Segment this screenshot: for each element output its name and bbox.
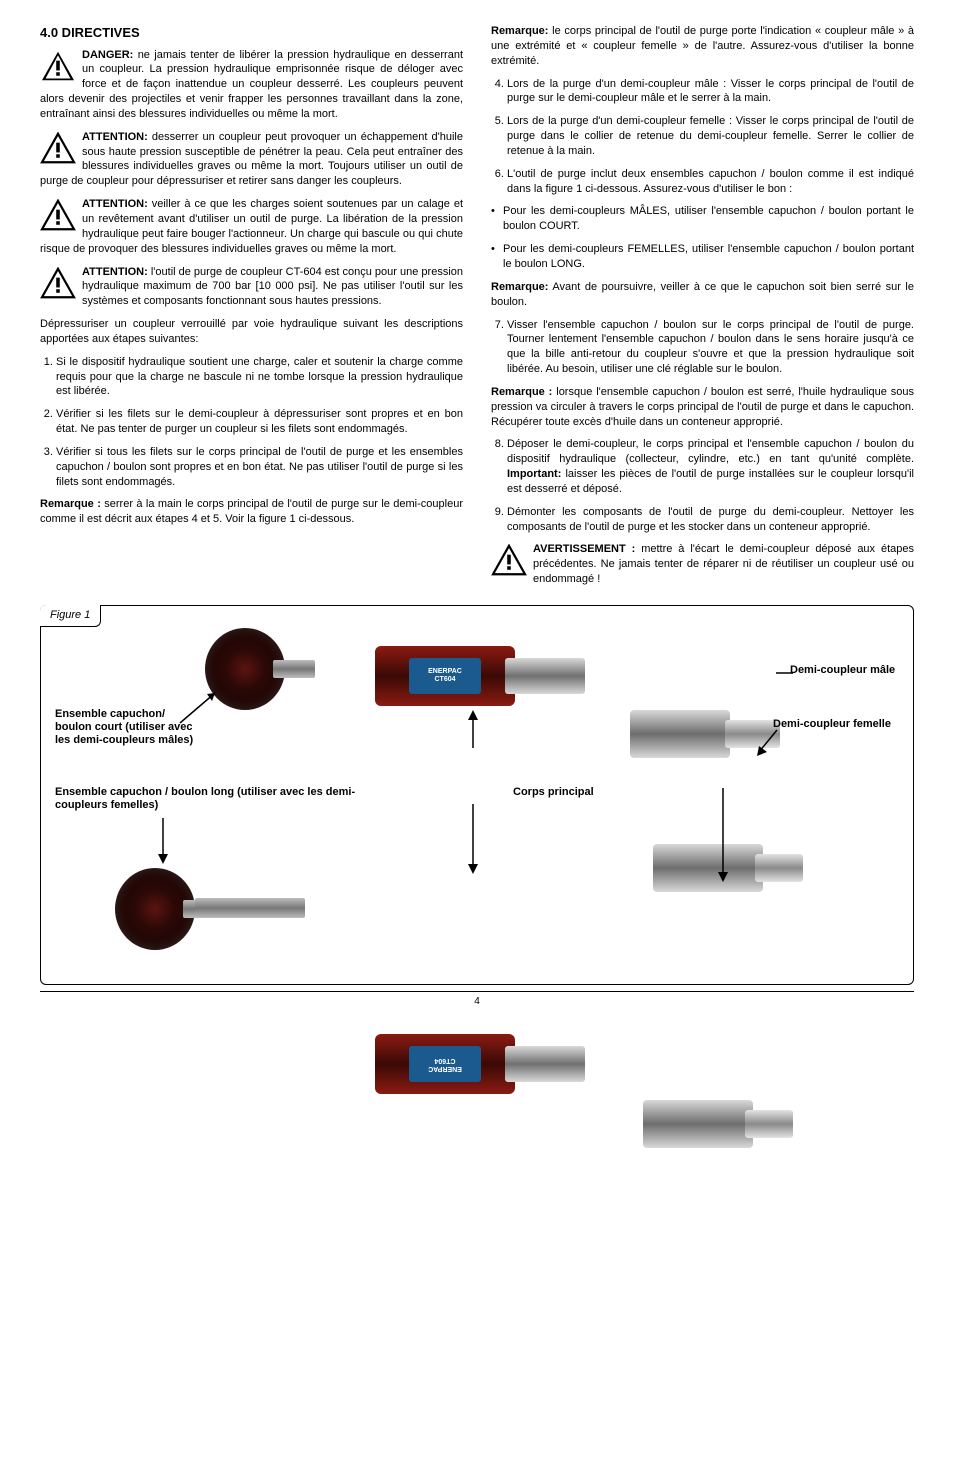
arrow-icon [465,710,481,750]
female-coupler-graphic-bottom [643,1100,793,1148]
step-7: Visser l'ensemble capuchon / boulon sur … [507,318,914,377]
page-number: 4 [40,991,914,1009]
step-2: Vérifier si les filets sur le demi-coupl… [56,407,463,437]
important-label: Important: [507,468,561,480]
step-5: Lors de la purge d'un demi-coupleur feme… [507,114,914,159]
warning-icon [40,132,76,164]
body-main-graphic-top: ENERPACCT604 [375,646,585,706]
arrow-icon [755,728,779,758]
left-column: 4.0 DIRECTIVES DANGER: ne jamais tenter … [40,24,463,595]
remark-text: serrer à la main le corps principal de l… [40,498,463,525]
attention-label: ATTENTION: [82,131,148,143]
danger-block: DANGER: ne jamais tenter de libérer la p… [40,48,463,122]
figure-1: Figure 1 Ensemble capuchon/ boulon court… [40,605,914,985]
arrow-icon [175,688,225,728]
label-body: Corps principal [513,786,594,799]
label-cap-short: Ensemble capuchon/ boulon court (utilise… [55,708,195,748]
bullet-male: Pour les demi-coupleurs MÂLES, utiliser … [491,204,914,234]
figure-canvas: Ensemble capuchon/ boulon court (utilise… [55,618,899,970]
attention-block-1: ATTENTION: desserrer un coupleur peut pr… [40,130,463,189]
two-column-layout: 4.0 DIRECTIVES DANGER: ne jamais tenter … [40,24,914,595]
danger-icon [40,50,76,82]
avertissement-block: AVERTISSEMENT : mettre à l'écart le demi… [491,542,914,587]
warning-icon [40,199,76,231]
danger-label: DANGER: [82,49,133,61]
attention-block-2: ATTENTION: veiller à ce que les charges … [40,197,463,256]
steps-list-2: Lors de la purge d'un demi-coupleur mâle… [491,77,914,197]
remark-text: Avant de poursuivre, veiller à ce que le… [491,281,914,308]
long-bolt-graphic [195,898,305,918]
steps-list-4: Déposer le demi-coupleur, le corps princ… [491,437,914,534]
remark-text: lorsque l'ensemble capuchon / boulon est… [491,386,914,428]
bullet-list: Pour les demi-coupleurs MÂLES, utiliser … [491,204,914,271]
arrow-icon [465,804,481,874]
cap-long-graphic [115,868,195,950]
warning-icon [40,267,76,299]
step-8: Déposer le demi-coupleur, le corps princ… [507,437,914,496]
label-female: Demi-coupleur femelle [773,718,891,731]
remark-1: Remarque : serrer à la main le corps pri… [40,497,463,527]
step-6: L'outil de purge inclut deux ensembles c… [507,167,914,197]
remark-text: le corps principal de l'outil de purge p… [491,25,914,67]
step-1: Si le dispositif hydraulique soutient un… [56,355,463,400]
attention-block-3: ATTENTION: l'outil de purge de coupleur … [40,265,463,310]
step-3: Vérifier si tous les filets sur le corps… [56,445,463,490]
remark-label: Remarque: [491,281,548,293]
arrow-icon [155,818,171,864]
remark-label: Remarque : [491,386,552,398]
section-heading: 4.0 DIRECTIVES [40,24,463,42]
intro-paragraph: Dépressuriser un coupleur verrouillé par… [40,317,463,347]
avertissement-label: AVERTISSEMENT : [533,543,635,555]
right-column: Remarque: le corps principal de l'outil … [491,24,914,595]
warning-icon [491,544,527,576]
arrow-icon [773,668,793,678]
attention-label: ATTENTION: [82,266,148,278]
arrow-icon [715,788,731,882]
remark-3: Remarque: Avant de poursuivre, veiller à… [491,280,914,310]
steps-list-1: Si le dispositif hydraulique soutient un… [40,355,463,490]
steps-list-3: Visser l'ensemble capuchon / boulon sur … [491,318,914,377]
step-9: Démonter les composants de l'outil de pu… [507,505,914,535]
attention-label: ATTENTION: [82,198,148,210]
step-4: Lors de la purge d'un demi-coupleur mâle… [507,77,914,107]
remark-2: Remarque: le corps principal de l'outil … [491,24,914,69]
remark-label: Remarque: [491,25,548,37]
remark-4: Remarque : lorsque l'ensemble capuchon /… [491,385,914,430]
bullet-female: Pour les demi-coupleurs FEMELLES, utilis… [491,242,914,272]
remark-label: Remarque : [40,498,101,510]
label-cap-long: Ensemble capuchon / boulon long (utilise… [55,786,385,812]
body-main-graphic-bottom: ENERPACCT604 [375,1034,585,1094]
label-male: Demi-coupleur mâle [790,664,895,677]
